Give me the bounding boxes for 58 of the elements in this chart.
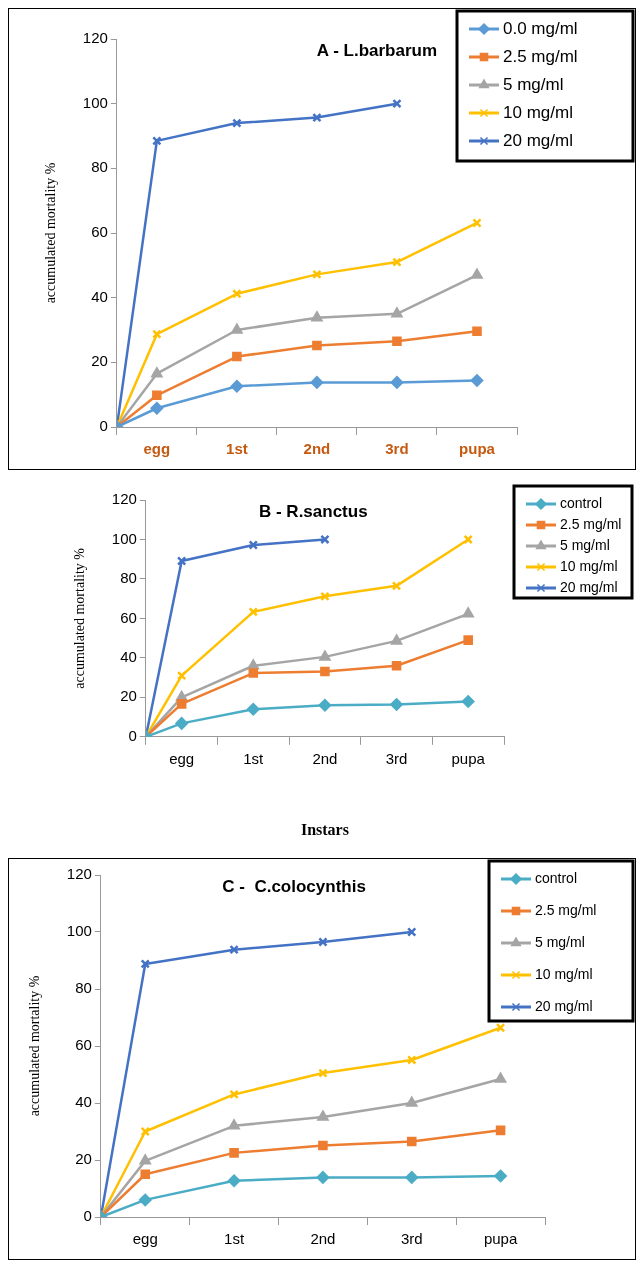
- y-tick-label: 100: [111, 529, 137, 547]
- y-tick-label: 120: [111, 490, 137, 508]
- x-tick-label: 3rd: [385, 749, 408, 767]
- y-tick-label: 20: [75, 1150, 92, 1168]
- legend-label: 2.5 mg/ml: [503, 46, 578, 66]
- x-tick-label: egg: [143, 440, 171, 458]
- x-tick-label: 1st: [243, 749, 265, 767]
- y-tick-label: 0: [99, 417, 108, 435]
- x-tick-label: 3rd: [400, 1230, 423, 1248]
- y-tick-label: 120: [66, 865, 92, 883]
- legend-label: 0.0 mg/ml: [503, 18, 578, 38]
- y-axis-title: accumulated mortality %: [27, 975, 43, 1117]
- legend-label: 2.5 mg/ml: [535, 901, 597, 918]
- legend-label: control: [535, 869, 578, 886]
- legend-label: 5 mg/ml: [535, 933, 585, 950]
- legend-label: 5 mg/ml: [560, 536, 610, 553]
- y-tick-label: 0: [83, 1207, 92, 1225]
- y-axis-title: accumulated mortality %: [43, 162, 59, 304]
- x-tick-label: egg: [169, 749, 195, 767]
- legend-label: 20 mg/ml: [560, 578, 618, 595]
- legend-label: 20 mg/ml: [535, 997, 593, 1014]
- legend-label: 10 mg/ml: [560, 557, 618, 574]
- y-tick-label: 60: [120, 608, 137, 626]
- chart-title: A - L.barbarum: [316, 41, 438, 61]
- y-tick-label: 60: [75, 1036, 92, 1054]
- x-tick-label: pupa: [451, 749, 486, 767]
- y-tick-label: 100: [66, 922, 92, 940]
- chart-title: B - R.sanctus: [258, 502, 368, 522]
- legend-label: 5 mg/ml: [503, 74, 564, 94]
- y-tick-label: 120: [82, 29, 108, 47]
- y-tick-label: 100: [82, 93, 108, 111]
- y-tick-label: 80: [75, 979, 92, 997]
- y-tick-label: 40: [91, 287, 108, 305]
- x-tick-label: pupa: [483, 1230, 518, 1248]
- y-tick-label: 80: [120, 569, 137, 587]
- y-axis-title: accumulated mortality %: [72, 547, 88, 689]
- y-tick-label: 40: [120, 648, 137, 666]
- x-tick-label: 2nd: [310, 1230, 336, 1248]
- legend-label: 2.5 mg/ml: [560, 515, 622, 532]
- y-tick-label: 80: [91, 158, 108, 176]
- chart-title: C - C.colocynthis: [222, 877, 366, 897]
- legend-label: 20 mg/ml: [503, 130, 573, 150]
- x-tick-label: 3rd: [385, 440, 409, 458]
- legend-label: control: [560, 494, 603, 511]
- legend-label: 10 mg/ml: [535, 965, 593, 982]
- y-tick-label: 20: [91, 352, 108, 370]
- x-axis-title: Instars: [300, 820, 349, 838]
- x-tick-label: pupa: [459, 440, 496, 458]
- x-tick-label: 2nd: [312, 749, 338, 767]
- y-tick-label: 60: [91, 223, 108, 241]
- x-tick-label: 1st: [226, 440, 248, 458]
- legend-label: 10 mg/ml: [503, 102, 573, 122]
- y-tick-label: 20: [120, 687, 137, 705]
- x-tick-label: 2nd: [303, 440, 331, 458]
- y-tick-label: 0: [128, 726, 137, 744]
- y-tick-label: 40: [75, 1093, 92, 1111]
- x-tick-label: 1st: [224, 1230, 245, 1248]
- x-tick-label: egg: [132, 1230, 158, 1248]
